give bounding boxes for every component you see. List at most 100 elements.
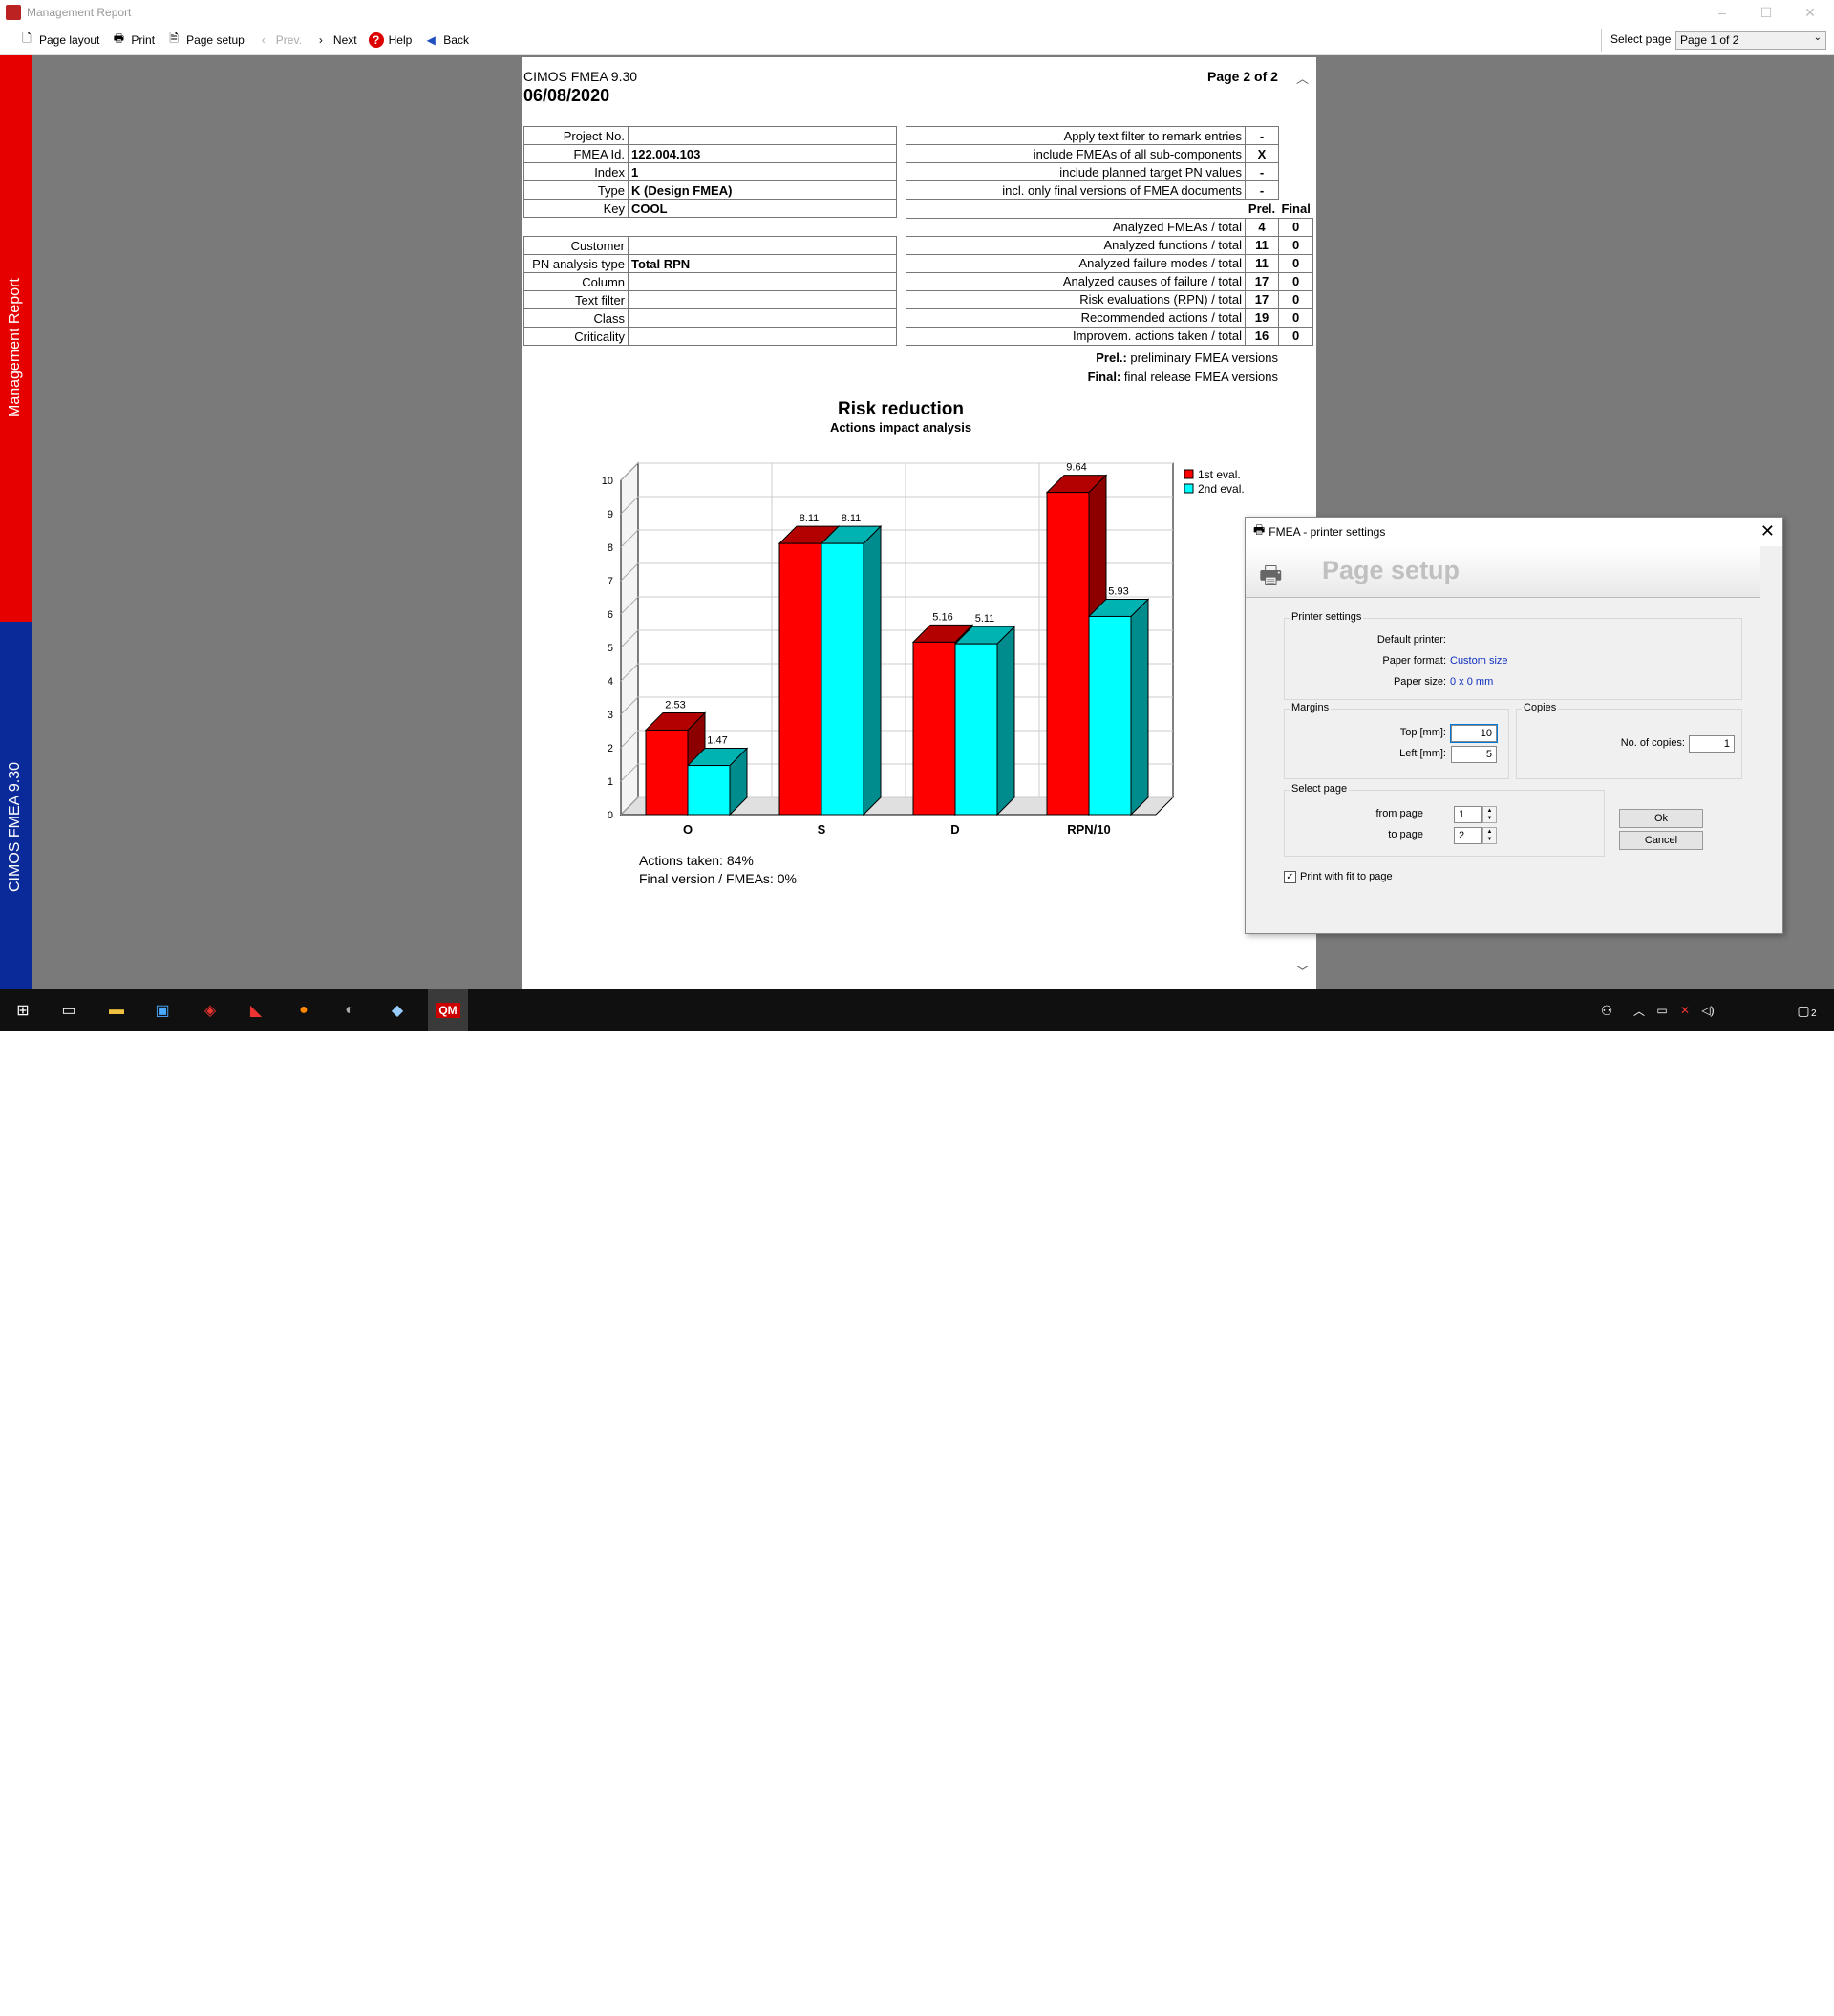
close-icon[interactable]: ✕: [1759, 521, 1775, 541]
ok-button[interactable]: Ok: [1619, 809, 1703, 828]
table-cell: 0: [1277, 326, 1314, 346]
window-title: Management Report: [27, 6, 132, 19]
table-row: Column: [523, 272, 897, 291]
window-titlebar: Management Report: [0, 0, 1834, 25]
printer-settings-dialog: 🖶 FMEA - printer settings ✕ 🖶 Page setup…: [1245, 517, 1783, 934]
top-margin-input[interactable]: 10: [1450, 724, 1498, 743]
toolbar-separator: [1601, 29, 1602, 52]
table-cell: include planned target PN values: [906, 162, 1246, 181]
data-label: 1.47: [707, 735, 727, 747]
antivirus-icon[interactable]: ◣: [249, 1003, 263, 1019]
select-page-dropdown[interactable]: Page 1 of 2 ⌄: [1675, 31, 1826, 50]
bar-front: [912, 641, 956, 816]
cancel-button[interactable]: Cancel: [1619, 831, 1703, 850]
final-legend: Final: final release FMEA versions: [955, 370, 1278, 384]
scroll-down-icon[interactable]: ﹀: [1296, 965, 1310, 979]
chart-subtitle: Actions impact analysis: [829, 420, 972, 435]
table-header-row: Prel. Final: [906, 200, 1313, 218]
final-version-text: Final version / FMEAs: 0%: [639, 871, 797, 886]
paper-size-label: Paper size:: [1393, 676, 1446, 688]
y-tick-label: 9: [608, 509, 613, 520]
table-cell: 17: [1245, 271, 1279, 291]
notifications-icon[interactable]: ▢: [1797, 1002, 1810, 1018]
select-page-label: Select page: [1610, 32, 1672, 46]
bar-front: [1046, 492, 1090, 816]
print-button[interactable]: 🖶 Print: [111, 32, 155, 48]
to-page-stepper[interactable]: ▲ ▼: [1482, 827, 1497, 844]
clock-date: 06.08.2020: [1727, 2003, 1781, 2014]
from-page-stepper[interactable]: ▲ ▼: [1482, 806, 1497, 823]
data-label: 2.53: [665, 699, 685, 711]
copies-title: Copies: [1522, 702, 1559, 713]
copies-label: No. of copies:: [1620, 737, 1685, 749]
y-tick-label: 2: [608, 743, 613, 754]
statistics-table: Prel. Final Analyzed FMEAs / total 4 0 Anal…: [906, 200, 1314, 346]
clock[interactable]: 18:50 06.08.2020: [1725, 1985, 1782, 2016]
bar: [820, 524, 883, 817]
people-icon[interactable]: ⚇: [1600, 1002, 1613, 1018]
y-gridline-side: [620, 529, 639, 548]
minimize-button[interactable]: –: [1718, 5, 1726, 20]
chart-title: Risk reduction: [838, 399, 964, 419]
chevron-up-icon[interactable]: ︿: [1632, 1004, 1645, 1018]
x-tick-label: S: [818, 822, 826, 837]
copies-input[interactable]: 1: [1689, 735, 1735, 753]
firefox-icon[interactable]: ●: [299, 1002, 309, 1018]
y-tick-label: 7: [608, 576, 613, 587]
page-icon: 🗋: [22, 32, 32, 45]
fit-to-page-checkbox[interactable]: ✓: [1284, 871, 1296, 883]
chevron-right-icon: ›: [318, 32, 323, 47]
notes-icon[interactable]: ◆: [391, 1003, 404, 1019]
bar: [686, 747, 749, 817]
prev-label: Prev.: [275, 32, 302, 47]
to-page-input[interactable]: 2: [1454, 827, 1482, 844]
table-cell: -: [1245, 126, 1279, 145]
file-explorer-icon[interactable]: ▬: [109, 1002, 124, 1018]
data-label: 8.11: [800, 513, 820, 524]
dialog-titlebar: 🖶 FMEA - printer settings: [1246, 518, 1782, 546]
paint-icon[interactable]: ◐: [345, 1002, 354, 1018]
table-row: include FMEAs of all sub-components X: [906, 144, 1279, 163]
table-cell: COOL: [628, 199, 897, 218]
start-icon[interactable]: ⊞: [16, 1003, 30, 1019]
page-layout-button[interactable]: 🗋 Page layout: [19, 32, 99, 48]
clock-time: 18:50: [1740, 1987, 1767, 1999]
back-button[interactable]: ◀ Back: [423, 32, 469, 48]
next-label: Next: [332, 32, 357, 47]
table-cell: Column: [523, 272, 629, 291]
y-tick-label: 3: [608, 710, 613, 721]
page-setup-button[interactable]: 🗎 Page setup: [166, 32, 245, 48]
maximize-button[interactable]: ☐: [1759, 5, 1773, 20]
task-view-icon[interactable]: ▭: [61, 1003, 76, 1019]
dialog-title: FMEA - printer settings: [1269, 525, 1386, 539]
bar-front: [645, 729, 689, 816]
y-gridline-side: [620, 663, 639, 682]
data-label: 9.64: [1066, 462, 1086, 474]
help-button[interactable]: ? Help: [368, 32, 412, 48]
battery-icon[interactable]: ▭: [1656, 1004, 1668, 1017]
network-icon[interactable]: ✕: [1679, 1004, 1691, 1017]
outlook-icon[interactable]: ▣: [155, 1003, 170, 1019]
scroll-up-icon[interactable]: ︿: [1296, 72, 1310, 86]
shield-icon[interactable]: ◈: [203, 1003, 217, 1019]
notification-count: 2: [1811, 1008, 1817, 1019]
bar: [953, 625, 1016, 817]
close-window-button[interactable]: ✕: [1804, 5, 1816, 20]
dialog-heading: Page setup: [1322, 556, 1461, 584]
left-margin-input[interactable]: 5: [1451, 746, 1497, 763]
legend-swatch: [1184, 483, 1194, 494]
y-tick-label: 6: [608, 609, 613, 621]
margins-group: [1284, 709, 1509, 779]
page-layout-label: Page layout: [39, 32, 100, 47]
prev-button[interactable]: ‹ Prev.: [256, 32, 302, 48]
from-page-input[interactable]: 1: [1454, 806, 1482, 823]
cimos-fmea-icon[interactable]: QM: [428, 989, 468, 1031]
next-button[interactable]: › Next: [313, 32, 357, 48]
volume-icon[interactable]: ◁): [1701, 1004, 1715, 1017]
y-tick-label: 5: [608, 643, 613, 654]
y-tick-label: 0: [608, 810, 613, 821]
select-page-title: Select page: [1290, 783, 1350, 795]
legend-label: 2nd eval.: [1198, 482, 1245, 496]
printer-icon: 🖶: [113, 32, 125, 45]
table-row: FMEA Id. 122.004.103: [523, 144, 897, 163]
